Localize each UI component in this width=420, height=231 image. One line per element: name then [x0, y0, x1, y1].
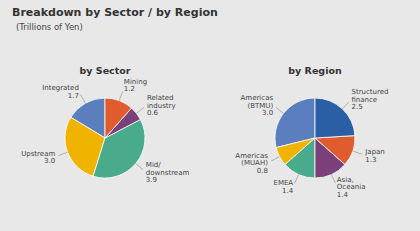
pie-slice [315, 136, 355, 165]
slice-label: Asia,Oceania1.4 [337, 176, 366, 199]
category-label: Asia,Oceania [337, 176, 366, 192]
data-label: 0.6 [147, 109, 159, 117]
pie-slice [105, 98, 132, 138]
pie-title: by Region [288, 65, 342, 76]
slice-label: Japan1.3 [364, 148, 385, 164]
category-label: Structuredfinance [351, 88, 388, 104]
leader-line [136, 164, 143, 170]
title: Breakdown by Sector / by Region [12, 6, 218, 19]
subtitle: (Trillions of Yen) [16, 22, 83, 32]
background [0, 0, 420, 231]
pie-slice [315, 98, 355, 138]
chart: Breakdown by Sector / by Region (Trillion… [0, 0, 420, 231]
pie: by Region Americas(BTMU)3.0 Americas(MUAH)… [235, 65, 388, 199]
data-label: 3.9 [146, 176, 157, 184]
pie-slice [285, 138, 315, 178]
category-label: Americas(BTMU) [241, 94, 274, 110]
data-label: 1.4 [337, 191, 349, 199]
slice-label: EMEA1.4 [273, 179, 293, 195]
category-label: Americas(MUAH) [235, 152, 268, 168]
pie-title: by Sector [80, 65, 131, 76]
data-label: 1.3 [365, 156, 376, 164]
leader-line [81, 95, 86, 103]
leader-line [295, 174, 299, 183]
slice-label: Upstream3.0 [21, 150, 55, 166]
leader-line [59, 152, 68, 155]
slice-label: Integrated1.7 [42, 84, 79, 100]
leader-line [119, 92, 122, 101]
data-label: 1.2 [124, 85, 135, 93]
leader-line [136, 107, 144, 113]
data-label: 2.5 [351, 103, 362, 111]
leader-line [271, 157, 280, 161]
category-label: Mid/downstream [146, 161, 190, 177]
slice-label: Mining1.2 [124, 78, 147, 94]
slice-label: Americas(MUAH)0.8 [235, 152, 268, 175]
slice-label: Structuredfinance2.5 [351, 88, 388, 111]
data-label: 1.7 [68, 92, 79, 100]
data-label: 1.4 [282, 187, 294, 195]
leader-line [276, 107, 284, 113]
leader-line [331, 174, 335, 183]
category-label: Relatedindustry [147, 94, 176, 110]
data-label: 3.0 [44, 157, 55, 165]
data-label: 3.0 [262, 109, 273, 117]
data-label: 0.8 [257, 167, 268, 175]
pie: by SectorIntegrated1.7 Upstream3.0 Mid/dow… [21, 65, 189, 184]
slice-label: Americas(BTMU)3.0 [241, 94, 274, 117]
slice-label: Mid/downstream3.9 [146, 161, 190, 184]
leader-line [342, 102, 349, 109]
leader-line [353, 151, 362, 154]
slice-label: Relatedindustry0.6 [147, 94, 176, 117]
